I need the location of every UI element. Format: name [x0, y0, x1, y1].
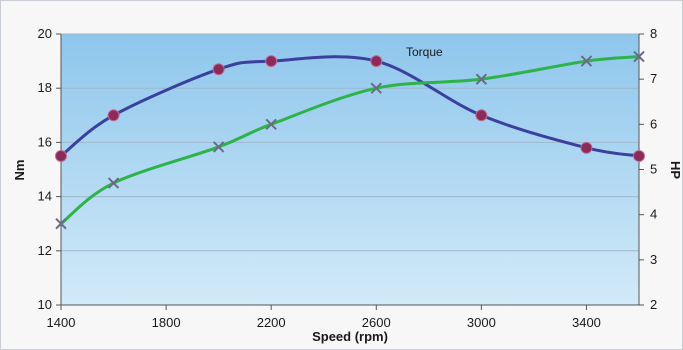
y-axis-left-title: Nm	[12, 160, 27, 181]
data-point-left	[580, 141, 593, 154]
x-axis-title: Speed (rpm)	[312, 329, 388, 344]
data-point-right	[475, 73, 488, 85]
data-point-left	[265, 55, 278, 68]
plot-area	[61, 34, 639, 305]
y-axis-right-title: HP	[668, 161, 683, 179]
x-tick-label: 3400	[572, 315, 601, 330]
x-tick-label: 2600	[362, 315, 391, 330]
data-point-left	[633, 149, 645, 162]
y-right-tick-label: 4	[650, 207, 657, 222]
data-point-right	[580, 55, 593, 67]
data-point-left	[370, 55, 383, 68]
y-right-tick-label: 3	[650, 252, 657, 267]
data-point-right	[212, 141, 225, 153]
data-point-left	[475, 109, 488, 122]
y-left-tick-label: 14	[38, 189, 52, 204]
x-tick-label: 1400	[47, 315, 76, 330]
y-right-tick-label: 2	[650, 297, 657, 312]
data-point-right	[107, 177, 120, 189]
y-right-tick-label: 5	[650, 162, 657, 177]
x-tick-label: 3000	[467, 315, 496, 330]
torque-annotation: Torque	[406, 45, 443, 59]
y-right-tick-label: 7	[650, 71, 657, 86]
data-point-left	[212, 63, 225, 76]
data-point-right	[370, 82, 382, 94]
series-line-left	[59, 55, 641, 158]
data-point-left	[107, 109, 120, 122]
data-point-left	[55, 149, 67, 162]
y-left-tick-label: 12	[38, 243, 52, 258]
data-point-right	[265, 118, 277, 131]
series-line-right	[59, 55, 641, 226]
y-right-tick-label: 6	[650, 116, 657, 131]
x-tick-label: 2200	[257, 315, 286, 330]
y-left-tick-label: 10	[38, 297, 52, 312]
y-right-tick-label: 8	[650, 26, 657, 41]
data-point-right	[55, 217, 67, 230]
y-left-tick-label: 16	[38, 134, 52, 149]
y-left-tick-label: 18	[38, 80, 52, 95]
y-left-tick-label: 20	[38, 26, 52, 41]
x-tick-label: 1800	[152, 315, 181, 330]
data-point-right	[633, 50, 645, 63]
